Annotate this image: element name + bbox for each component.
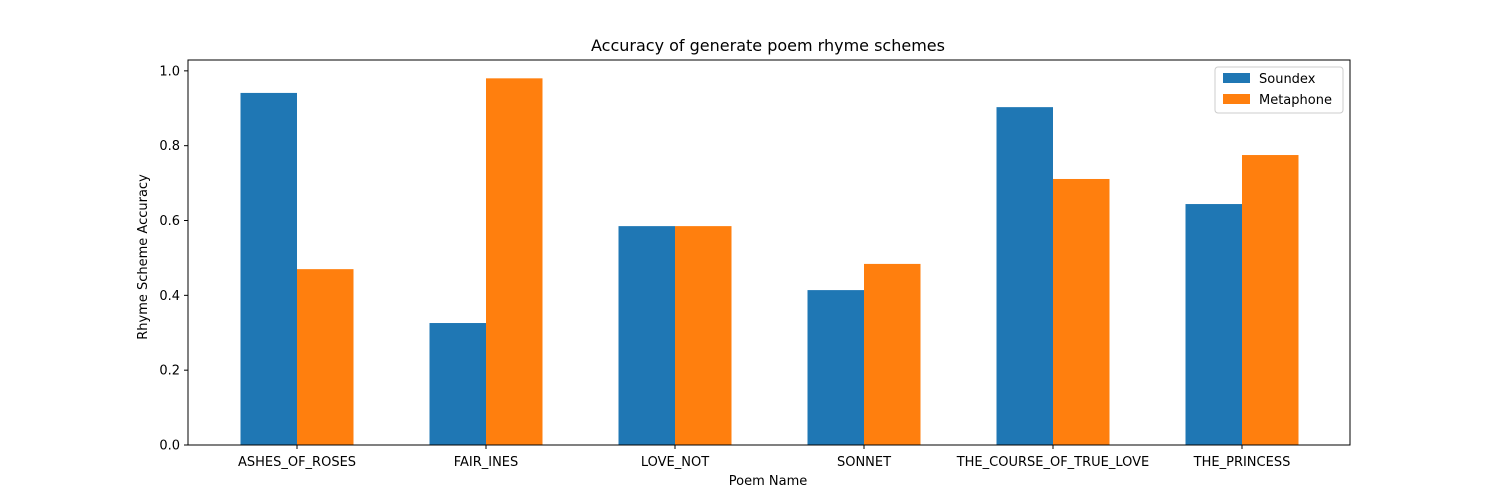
y-tick-label: 0.4	[159, 289, 180, 304]
legend-swatch-metaphone	[1223, 94, 1250, 104]
bar-soundex-the_course_of_true_love	[996, 107, 1053, 446]
x-tick-label-love_not: LOVE_NOT	[641, 455, 709, 470]
y-tick-label: 1.0	[159, 64, 180, 79]
bar-metaphone-ashes_of_roses	[297, 269, 354, 445]
bar-soundex-love_not	[618, 226, 675, 445]
x-tick-label-ashes_of_roses: ASHES_OF_ROSES	[238, 455, 356, 470]
plot-area: 0.0 0.2 0.4 0.6 0.8 1.0 ASHES_OF_ROSES FAIR_INE…	[159, 59, 1351, 470]
y-tick-label: 0.8	[159, 139, 180, 154]
legend: Soundex Metaphone	[1214, 66, 1344, 114]
bar-soundex-fair_ines	[429, 323, 486, 445]
chart-title: Accuracy of generate poem rhyme schemes	[591, 36, 945, 55]
bar-metaphone-love_not	[675, 226, 732, 445]
x-axis-label: Poem Name	[729, 474, 807, 489]
y-tick-label: 0.0	[159, 439, 180, 454]
bar-metaphone-sonnet	[864, 263, 921, 445]
plot-frame	[187, 59, 1351, 446]
x-tick-label-fair_ines: FAIR_INES	[454, 455, 519, 470]
legend-label-soundex: Soundex	[1259, 72, 1316, 87]
bar-metaphone-the_princess	[1242, 155, 1299, 446]
y-tick-label: 0.6	[159, 214, 180, 229]
bar-soundex-ashes_of_roses	[240, 92, 297, 445]
bar-soundex-sonnet	[807, 290, 864, 445]
x-tick-label-the_princess: THE_PRINCESS	[1193, 455, 1291, 470]
y-axis-label: Rhyme Scheme Accuracy	[136, 174, 151, 340]
bar-metaphone-fair_ines	[486, 78, 543, 445]
legend-label-metaphone: Metaphone	[1259, 93, 1332, 108]
bar-metaphone-the_course_of_true_love	[1053, 178, 1110, 445]
y-tick-label: 0.2	[159, 364, 180, 379]
x-tick-label-the_course_of_true_love: THE_COURSE_OF_TRUE_LOVE	[956, 455, 1150, 470]
bar-soundex-the_princess	[1185, 204, 1242, 445]
x-tick-label-sonnet: SONNET	[837, 455, 891, 470]
legend-swatch-soundex	[1223, 73, 1250, 83]
